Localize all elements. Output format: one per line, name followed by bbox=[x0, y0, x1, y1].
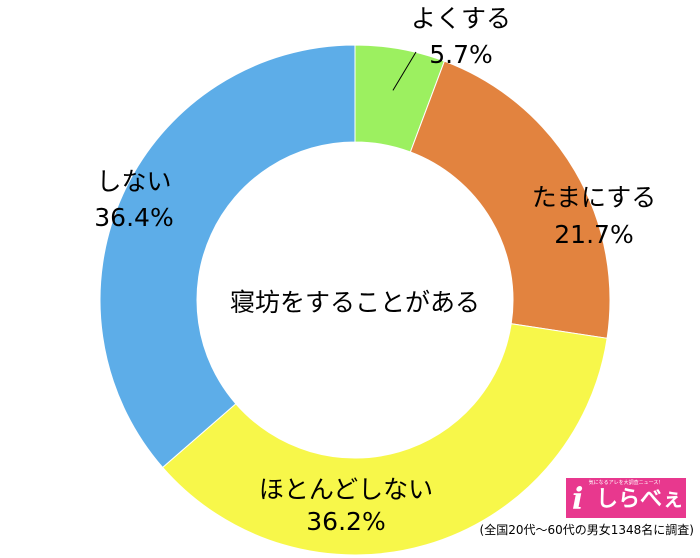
pie-slice-2 bbox=[409, 60, 611, 339]
slice-category-label-2: たまにする bbox=[532, 183, 657, 212]
logo-name: しらべぇ bbox=[596, 487, 685, 512]
slice-value-label-2: 21.7% bbox=[554, 220, 633, 249]
shirabee-logo: 気になるアレを大調査ニュース！ i しらべぇ bbox=[566, 478, 686, 518]
slice-value-label-1: 5.7% bbox=[429, 40, 493, 69]
pie-slice-3 bbox=[161, 323, 608, 556]
slice-value-label-4: 36.4% bbox=[94, 203, 173, 232]
logo-tagline: 気になるアレを大調査ニュース！ bbox=[588, 480, 664, 486]
survey-source-note: (全国20代〜60代の男女1348名に調査) bbox=[479, 523, 694, 537]
pie-slice-4 bbox=[99, 44, 356, 469]
logo-mark: i bbox=[572, 482, 584, 517]
slice-value-label-3: 36.2% bbox=[306, 507, 385, 536]
slice-category-label-4: しない bbox=[96, 167, 171, 196]
slice-category-label-3: ほとんどしない bbox=[259, 475, 433, 504]
slice-category-label-1: よくする bbox=[411, 4, 511, 33]
leader-line-1 bbox=[392, 51, 417, 91]
chart-title: 寝坊をすることがある bbox=[230, 288, 480, 317]
